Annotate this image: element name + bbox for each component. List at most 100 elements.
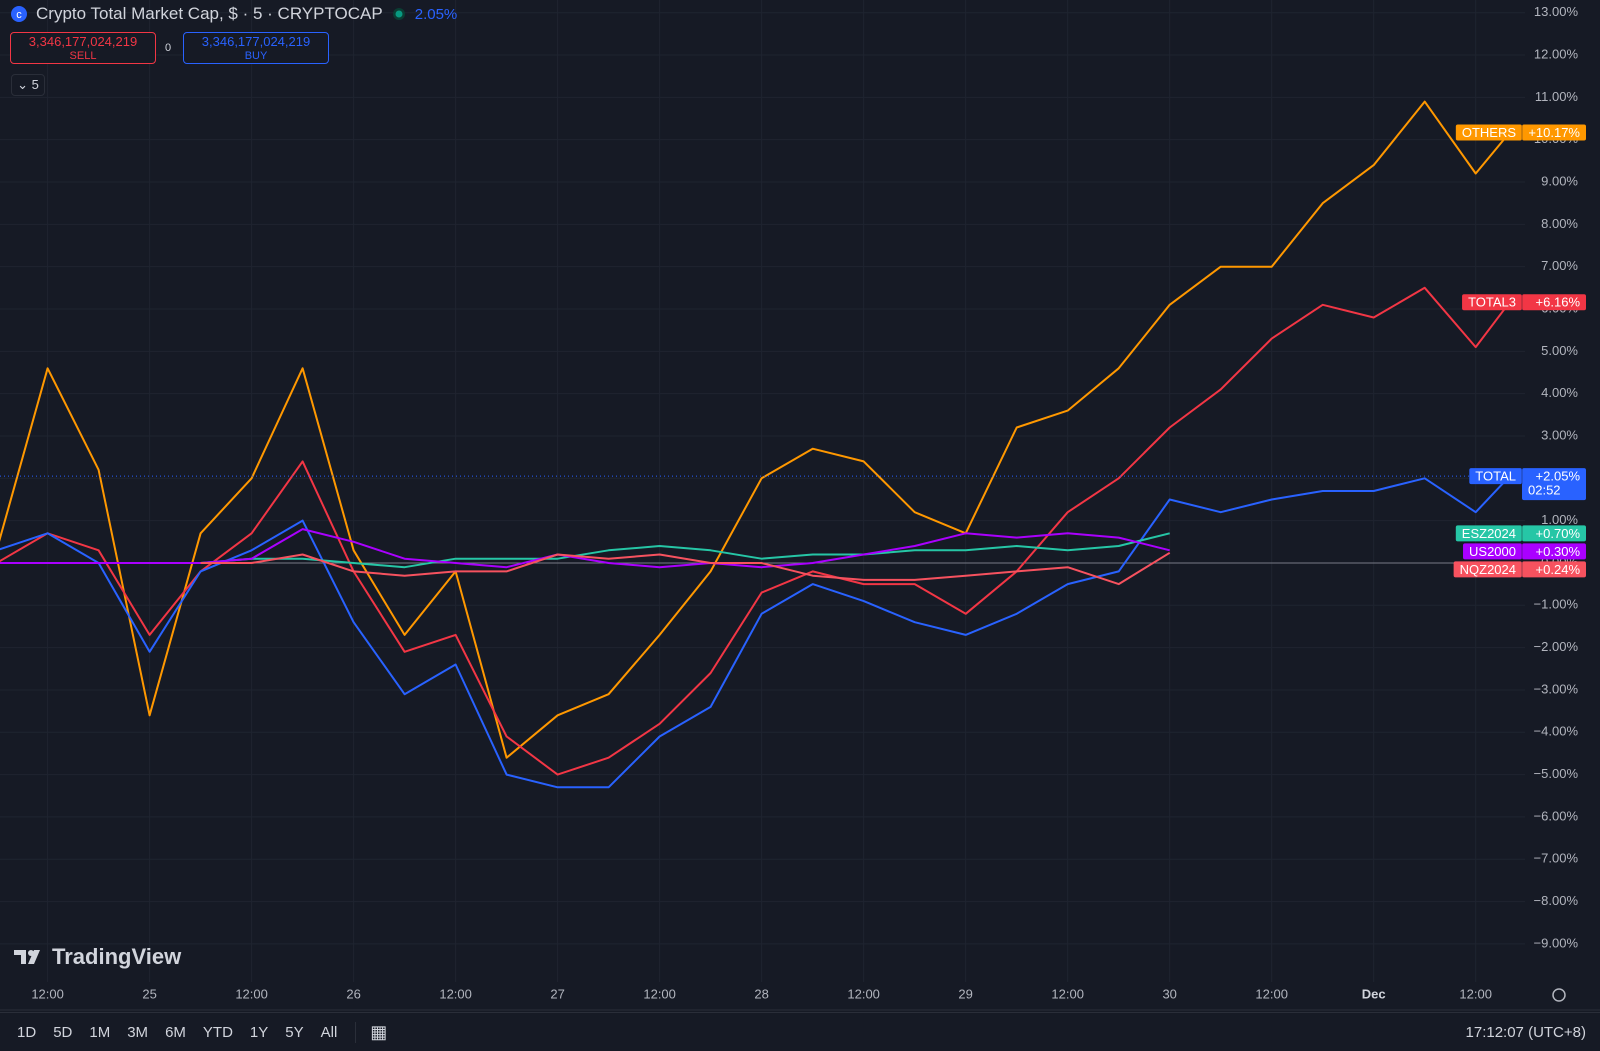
y-tick-label: 3.00% bbox=[1541, 427, 1578, 442]
interval-chip[interactable]: ⌄ 5 bbox=[11, 74, 45, 96]
range-button[interactable]: 1M bbox=[89, 1023, 111, 1041]
buy-price: 3,346,177,024,219 bbox=[201, 34, 311, 49]
x-tick-label: 25 bbox=[142, 986, 156, 1001]
plot-background bbox=[0, 0, 1600, 1012]
y-tick-label: 7.00% bbox=[1541, 258, 1578, 273]
badge-name-box bbox=[1455, 124, 1522, 141]
series-badge: +2.05%02:52 TOTAL bbox=[1469, 468, 1586, 501]
symbol-title: Crypto Total Market Cap, $ · 5 · CRYPTOC… bbox=[36, 4, 383, 23]
range-button[interactable]: 3M bbox=[127, 1023, 149, 1041]
y-tick-label: −9.00% bbox=[1534, 935, 1579, 950]
badge-value-box bbox=[1522, 124, 1586, 141]
badge-name-box bbox=[1463, 543, 1522, 560]
x-tick-label: 30 bbox=[1162, 986, 1176, 1001]
y-tick-label: −1.00% bbox=[1534, 597, 1579, 612]
x-tick-label: Dec bbox=[1362, 986, 1386, 1001]
range-button[interactable]: 6M bbox=[165, 1023, 186, 1041]
badge-name: US2000 bbox=[1469, 544, 1516, 559]
x-tick-label: 12:00 bbox=[1459, 986, 1492, 1001]
logo-text: TradingView bbox=[52, 944, 182, 969]
svg-text:c: c bbox=[16, 9, 22, 21]
spread: 0 bbox=[165, 42, 172, 54]
buy-button[interactable]: 3,346,177,024,219 BUY bbox=[183, 32, 329, 64]
badge-name-box bbox=[1469, 468, 1522, 485]
series-line bbox=[0, 528, 1170, 569]
y-tick-label: −4.00% bbox=[1534, 724, 1579, 739]
badge-name: TOTAL3 bbox=[1468, 295, 1516, 310]
header: c Crypto Total Market Cap, $ · 5 · CRYPT… bbox=[10, 4, 457, 24]
series-line bbox=[200, 551, 1171, 586]
logo-mark bbox=[14, 950, 40, 964]
y-tick-label: −2.00% bbox=[1534, 639, 1579, 654]
x-tick-label: 27 bbox=[550, 986, 564, 1001]
x-tick-label: 12:00 bbox=[1051, 986, 1084, 1001]
series-badge: +0.30% US2000 bbox=[1463, 543, 1586, 560]
badge-countdown: 02:52 bbox=[1528, 483, 1561, 498]
series-line bbox=[0, 100, 1511, 759]
badge-value-box bbox=[1522, 525, 1586, 542]
badge-name-box bbox=[1462, 294, 1522, 311]
sell-price: 3,346,177,024,219 bbox=[28, 34, 138, 49]
symbol-icon: c bbox=[11, 6, 27, 22]
badge-value: +0.24% bbox=[1536, 562, 1581, 577]
y-tick-label: 8.00% bbox=[1541, 216, 1578, 231]
x-tick-label: 28 bbox=[754, 986, 768, 1001]
x-tick-label: 12:00 bbox=[235, 986, 268, 1001]
date-range-icon[interactable]: ▦ bbox=[355, 1021, 387, 1043]
badge-value-box bbox=[1522, 561, 1586, 578]
badge-value: +6.16% bbox=[1536, 295, 1581, 310]
x-tick-label: 29 bbox=[958, 986, 972, 1001]
buy-label: BUY bbox=[244, 50, 268, 62]
series-badge: +6.16% TOTAL3 bbox=[1462, 294, 1586, 311]
range-button[interactable]: All bbox=[320, 1023, 338, 1041]
y-tick-label: 5.00% bbox=[1541, 343, 1578, 358]
range-button[interactable]: 1D bbox=[17, 1023, 37, 1041]
badge-name: NQZ2024 bbox=[1460, 562, 1516, 577]
y-tick-label: −8.00% bbox=[1534, 893, 1579, 908]
x-tick-label: 26 bbox=[346, 986, 360, 1001]
settings-icon[interactable] bbox=[1552, 988, 1566, 1002]
interval-value: 5 bbox=[31, 77, 39, 92]
series-badge: +0.24% NQZ2024 bbox=[1453, 561, 1586, 578]
range-button[interactable]: 5Y bbox=[285, 1023, 304, 1041]
y-tick-label: 12.00% bbox=[1534, 46, 1579, 61]
logo: TradingView bbox=[14, 944, 181, 970]
y-tick-label: −6.00% bbox=[1534, 808, 1579, 823]
badge-value-box bbox=[1522, 468, 1586, 501]
sell-button[interactable]: 3,346,177,024,219 SELL bbox=[10, 32, 156, 64]
badge-value: +0.30% bbox=[1536, 544, 1581, 559]
range-button[interactable]: YTD bbox=[202, 1023, 233, 1041]
chart: 12:00 25 12:00 26 12:00 27 12:00 28 12:00 29 12:00… bbox=[0, 0, 1600, 1012]
badge-name: OTHERS bbox=[1462, 125, 1517, 140]
series-badge: +10.17% OTHERS bbox=[1455, 124, 1586, 141]
clock: 17:12:07 (UTC+8) bbox=[1465, 1023, 1586, 1041]
badge-name: TOTAL bbox=[1475, 469, 1516, 484]
x-tick-label: 12:00 bbox=[847, 986, 880, 1001]
series-line bbox=[0, 475, 1511, 789]
series-badge: +0.70% ESZ2024 bbox=[1455, 525, 1586, 542]
x-tick-label: 12:00 bbox=[31, 986, 64, 1001]
range-button[interactable]: 5D bbox=[53, 1023, 73, 1041]
y-tick-label: 9.00% bbox=[1541, 173, 1578, 188]
bottom-toolbar: 1D 5D 1M 3M 6M YTD 1Y 5Y All ▦ 17:12:07 (UTC+8) bbox=[0, 1012, 1600, 1051]
sell-label: SELL bbox=[69, 50, 97, 62]
y-tick-label: 11.00% bbox=[1535, 89, 1579, 104]
badge-value-box bbox=[1522, 543, 1586, 560]
x-tick-label: 12:00 bbox=[1255, 986, 1288, 1001]
range-button[interactable]: 1Y bbox=[249, 1023, 269, 1041]
badge-name: ESZ2024 bbox=[1462, 526, 1516, 541]
y-tick-label: 13.00% bbox=[1534, 4, 1579, 19]
x-tick-label: 12:00 bbox=[439, 986, 472, 1001]
y-tick-label: −5.00% bbox=[1534, 766, 1579, 781]
series-line bbox=[200, 532, 1170, 569]
y-tick-label: −7.00% bbox=[1534, 851, 1579, 866]
y-tick-label: 4.00% bbox=[1541, 385, 1578, 400]
status-dot bbox=[392, 8, 405, 20]
y-tick-label: −3.00% bbox=[1534, 681, 1579, 696]
x-tick-label: 12:00 bbox=[643, 986, 676, 1001]
badge-value-box bbox=[1522, 294, 1586, 311]
series-line bbox=[0, 286, 1511, 776]
badge-name-box bbox=[1453, 561, 1522, 578]
y-tick-label: 1.00% bbox=[1541, 512, 1578, 527]
